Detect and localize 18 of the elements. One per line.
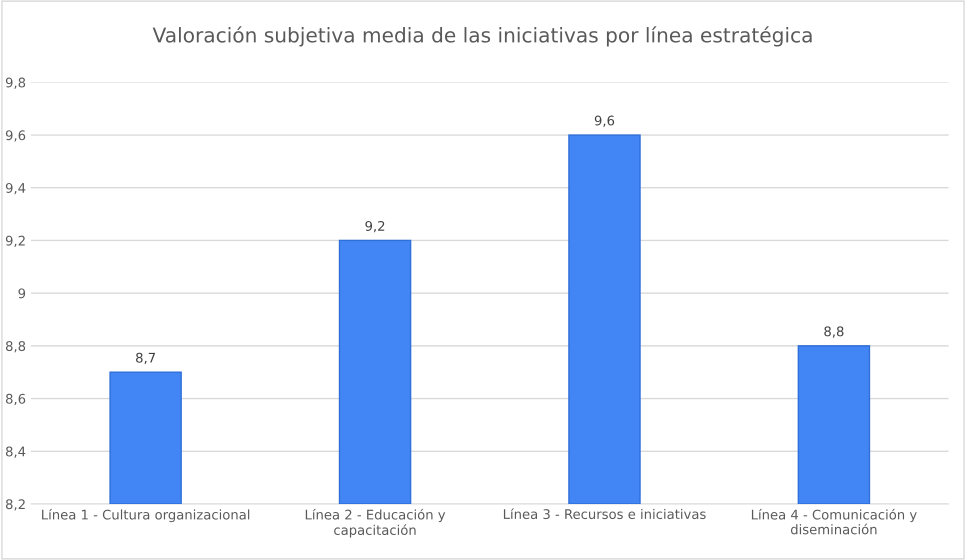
data-label: 9,2 xyxy=(365,220,384,232)
data-label: 9,6 xyxy=(594,116,614,127)
x-tick-label: Línea 4 - Comunicación y diseminación xyxy=(752,508,917,534)
data-label: 8,7 xyxy=(136,352,155,364)
y-tick-label: 9,4 xyxy=(6,182,26,194)
data-label: 8,8 xyxy=(824,326,844,338)
x-tick-label: Línea 2 - Educación y capacitación xyxy=(306,508,446,538)
y-tick-label: 8,8 xyxy=(6,341,26,352)
y-tick-label: 8,2 xyxy=(6,499,25,511)
x-tick-label: Línea 3 - Recursos e iniciativas xyxy=(504,508,706,520)
y-tick-label: 8,6 xyxy=(6,394,26,406)
y-tick-label: 9,2 xyxy=(6,236,25,247)
x-tick-label: Línea 1 - Cultura organizacional xyxy=(42,508,250,522)
y-tick-label: 8,4 xyxy=(6,446,26,458)
chart-title: Valoración subjetiva media de las iniciativas por línea estratégica xyxy=(152,26,812,47)
y-tick-label: 9,6 xyxy=(6,130,26,142)
y-tick-label: 9 xyxy=(18,288,26,298)
y-tick-label: 9,8 xyxy=(6,78,26,89)
